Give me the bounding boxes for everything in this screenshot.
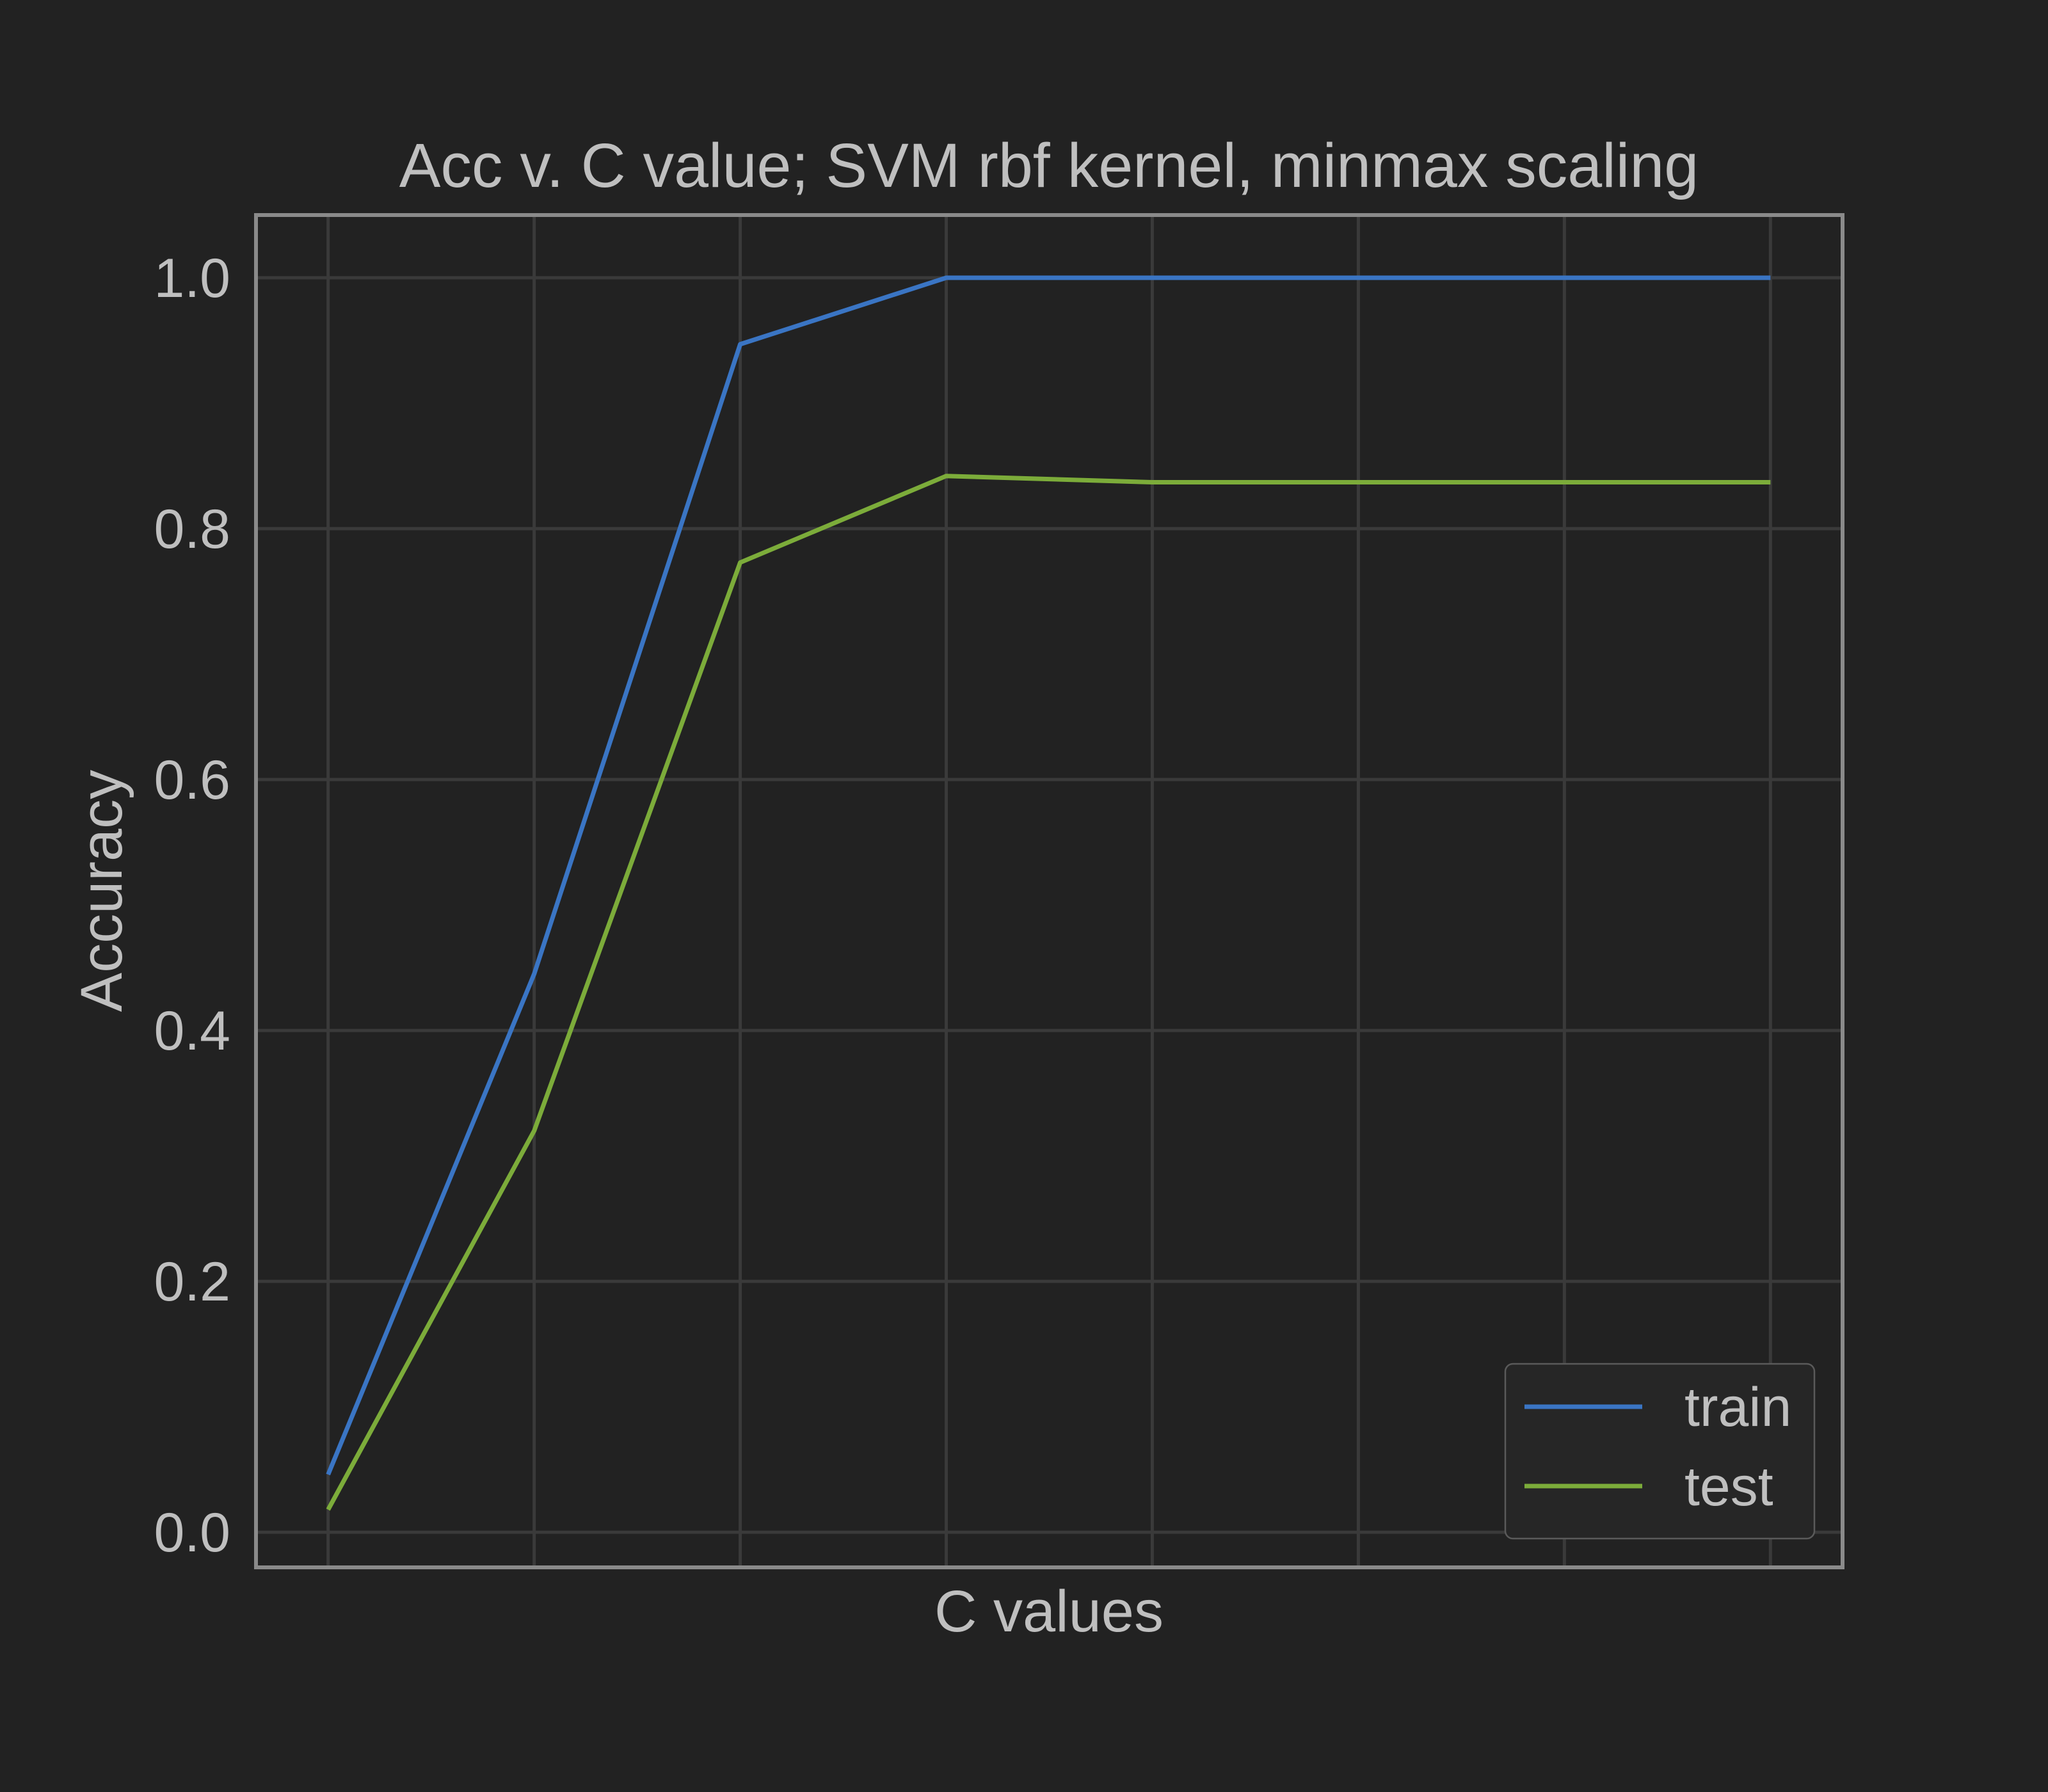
plot-area-frame <box>254 213 1844 1569</box>
y-tick-label: 0.6 <box>154 749 230 811</box>
y-tick-label: 1.0 <box>154 248 230 309</box>
legend-label-train: train <box>1684 1377 1791 1438</box>
series-lines <box>326 275 1771 1511</box>
series-line-train <box>326 275 1771 1476</box>
x-axis-label: C values <box>934 1579 1164 1644</box>
y-tick-labels: 0.0 0.2 0.4 0.6 0.8 1.0 <box>154 248 230 1564</box>
legend-items: train test <box>1524 1377 1791 1517</box>
series-line-test <box>326 474 1771 1511</box>
y-tick-label: 0.8 <box>154 499 230 560</box>
y-tick-label: 0.0 <box>154 1502 230 1564</box>
legend: train test <box>1504 1363 1816 1540</box>
chart-title: Acc v. C value; SVM rbf kernel, minmax s… <box>399 131 1699 200</box>
y-axis-label: Accuracy <box>69 770 134 1012</box>
y-tick-label: 0.4 <box>154 1000 230 1062</box>
legend-label-test: test <box>1684 1456 1773 1517</box>
y-tick-label: 0.2 <box>154 1251 230 1313</box>
